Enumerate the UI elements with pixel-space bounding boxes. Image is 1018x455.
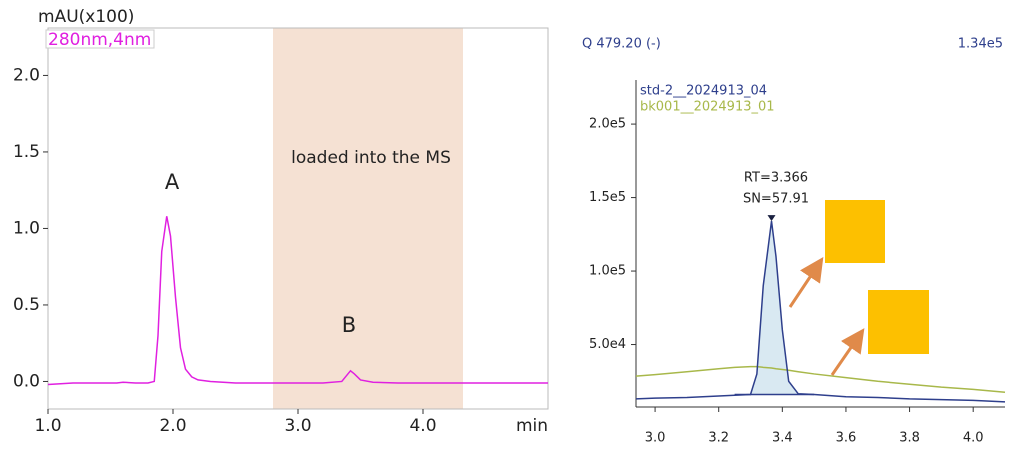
x-tick-label: 3.6: [836, 431, 857, 446]
x-tick-label: 3.0: [645, 431, 666, 446]
y-tick-label: 2.0e5: [589, 117, 626, 132]
right-chart: 5.0e4 1.0e5 1.5e5 2.0e5 3.0 3.2 3.4 3.6 3.8 4.0 RT…: [582, 37, 1006, 446]
y-tick-label: 1.5: [13, 142, 40, 162]
y-tick-label: 5.0e4: [589, 337, 626, 352]
peak-area: [734, 221, 815, 395]
x-tick-label: 4.0: [409, 416, 436, 436]
annotation: loaded into the MS: [291, 148, 451, 168]
chart-subtitle: 1.34e5: [958, 37, 1003, 52]
chart-title: Q 479.20 (-): [582, 37, 661, 52]
series-line: [635, 365, 1006, 394]
x-tick-label: 1.0: [34, 416, 61, 436]
legend-label: 280nm,4nm: [48, 30, 151, 50]
legend-box: [45, 29, 155, 49]
series-line: [47, 216, 548, 386]
x-tick-label: 3.2: [708, 431, 729, 446]
y-tick-label: 0.5: [13, 295, 40, 315]
arrow: [788, 257, 824, 308]
y-tick-label: 0.0: [13, 371, 40, 391]
x-tick-label: 3.4: [772, 431, 793, 446]
arrow: [830, 328, 865, 376]
y-tick-label: 1.5e5: [589, 190, 626, 205]
series-line: [635, 220, 1006, 403]
peak-marker: [767, 215, 776, 222]
annotation: A: [165, 170, 180, 194]
annotation: B: [342, 313, 356, 337]
x-tick-label: 4.0: [963, 431, 984, 446]
x-axis-label: min: [516, 416, 548, 436]
x-tick-label: 3.0: [284, 416, 311, 436]
highlight-band: [273, 28, 463, 409]
x-tick-label: 2.0: [159, 416, 186, 436]
legend-label: std-2__2024913_04: [640, 84, 767, 99]
y-tick-label: 1.0: [13, 218, 40, 238]
y-tick-label: 2.0: [13, 65, 40, 85]
legend-label: bk001__2024913_01: [640, 100, 775, 115]
y-tick-label: 1.0e5: [589, 264, 626, 279]
y-axis-label: mAU(x100): [38, 7, 134, 27]
annotation: RT=3.366: [744, 171, 808, 186]
x-tick-label: 3.8: [899, 431, 920, 446]
annotation: SN=57.91: [743, 192, 809, 207]
callout-box: [825, 200, 885, 263]
callout-box: [868, 290, 929, 354]
